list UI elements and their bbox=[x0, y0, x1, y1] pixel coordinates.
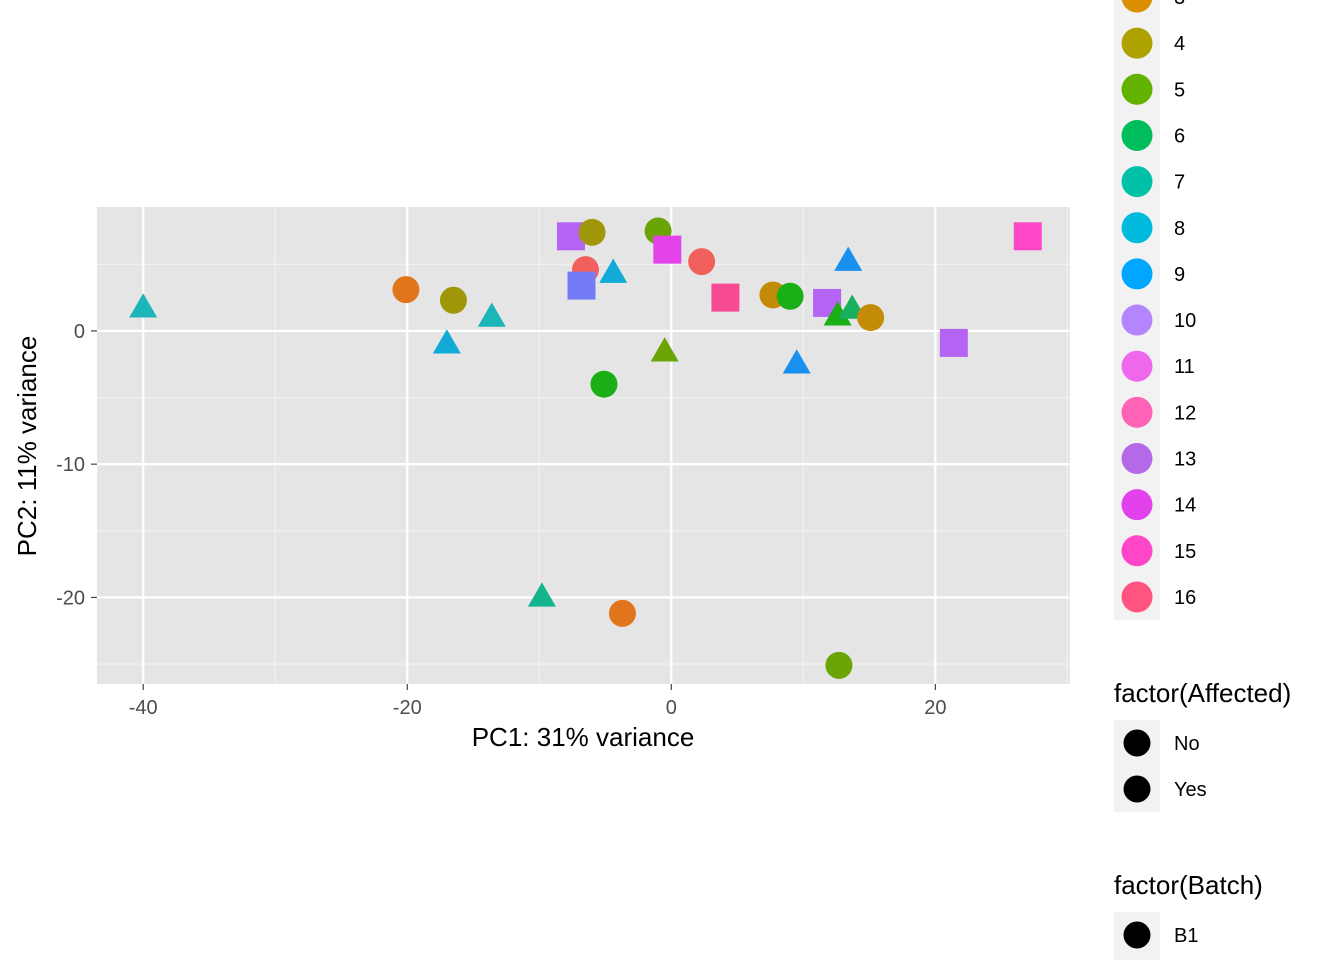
color-legend-label: 5 bbox=[1174, 79, 1185, 101]
color-legend: 3 4 5 6 7 8 9 10 11 12 13 14 15 16 bbox=[1114, 0, 1196, 620]
color-legend-label: 6 bbox=[1174, 125, 1185, 147]
x-tick-label: -40 bbox=[129, 697, 158, 719]
color-legend-label: 9 bbox=[1174, 264, 1185, 286]
color-legend-swatch bbox=[1121, 350, 1153, 382]
x-tick-label: -20 bbox=[393, 697, 422, 719]
color-legend-swatch bbox=[1121, 304, 1153, 336]
data-point bbox=[776, 282, 804, 310]
color-legend-label: 10 bbox=[1174, 310, 1196, 332]
color-legend-label: 11 bbox=[1174, 356, 1195, 378]
x-tick-label: 0 bbox=[666, 697, 677, 719]
color-legend-label: 7 bbox=[1174, 172, 1185, 194]
batch-legend-label: B1 bbox=[1174, 925, 1198, 947]
x-axis-title: PC1: 31% variance bbox=[472, 722, 695, 752]
affected-legend-label: Yes bbox=[1174, 779, 1207, 801]
data-point bbox=[608, 599, 636, 627]
affected-legend-label: No bbox=[1174, 733, 1200, 755]
data-point bbox=[392, 276, 420, 304]
data-point bbox=[782, 349, 811, 374]
color-legend-swatch bbox=[1121, 27, 1153, 59]
batch-legend: factor(Batch) B1 bbox=[1114, 870, 1263, 960]
affected-legend-title: factor(Affected) bbox=[1114, 678, 1291, 708]
data-point bbox=[823, 301, 852, 326]
data-point bbox=[653, 235, 682, 264]
affected-legend: factor(Affected) No Yes bbox=[1114, 678, 1291, 812]
affected-legend-swatch bbox=[1123, 729, 1151, 757]
data-point bbox=[857, 304, 885, 332]
data-point bbox=[527, 582, 556, 607]
color-legend-swatch bbox=[1121, 535, 1153, 567]
y-axis-title: PC2: 11% variance bbox=[12, 336, 42, 557]
data-point bbox=[825, 651, 853, 679]
y-axis-ticks: 0 -10 -20 bbox=[56, 321, 97, 609]
y-tick-label: -20 bbox=[56, 587, 85, 609]
batch-legend-title: factor(Batch) bbox=[1114, 870, 1263, 900]
color-legend-label: 8 bbox=[1174, 218, 1185, 240]
data-point bbox=[590, 370, 618, 398]
color-legend-label: 4 bbox=[1174, 33, 1185, 55]
data-point bbox=[567, 271, 596, 300]
color-legend-swatch bbox=[1121, 581, 1153, 613]
color-legend-swatch bbox=[1121, 0, 1153, 13]
data-point bbox=[599, 258, 628, 283]
data-point bbox=[939, 328, 968, 357]
batch-legend-swatch bbox=[1123, 921, 1151, 949]
color-legend-swatch bbox=[1121, 396, 1153, 428]
affected-legend-swatch bbox=[1123, 775, 1151, 803]
color-legend-swatch bbox=[1121, 119, 1153, 151]
major-gridlines bbox=[97, 207, 1070, 684]
data-point bbox=[1013, 222, 1042, 251]
x-axis-ticks: -40 -20 0 20 bbox=[129, 684, 946, 719]
color-legend-swatch bbox=[1121, 258, 1153, 290]
data-point bbox=[477, 302, 506, 327]
color-legend-label: 16 bbox=[1174, 587, 1196, 609]
data-point bbox=[439, 286, 467, 314]
y-tick-label: 0 bbox=[74, 321, 85, 343]
color-legend-label: 15 bbox=[1174, 541, 1196, 563]
color-legend-label: 12 bbox=[1174, 402, 1196, 424]
color-legend-swatch bbox=[1121, 212, 1153, 244]
x-tick-label: 20 bbox=[924, 697, 946, 719]
data-point bbox=[432, 329, 461, 354]
color-legend-label: 3 bbox=[1174, 0, 1185, 9]
color-legend-swatch bbox=[1121, 443, 1153, 474]
color-legend-swatch bbox=[1121, 166, 1153, 198]
data-point bbox=[129, 293, 158, 318]
data-point bbox=[688, 248, 716, 276]
data-points bbox=[129, 217, 1042, 679]
y-tick-label: -10 bbox=[56, 454, 85, 476]
color-legend-label: 14 bbox=[1174, 495, 1196, 517]
color-legend-swatch bbox=[1121, 73, 1153, 105]
data-point bbox=[650, 337, 679, 362]
color-legend-swatch bbox=[1121, 489, 1153, 521]
data-point bbox=[834, 246, 863, 271]
data-point bbox=[711, 283, 740, 312]
minor-gridlines bbox=[97, 207, 1070, 684]
color-legend-label: 13 bbox=[1174, 449, 1196, 471]
data-point bbox=[578, 218, 606, 246]
